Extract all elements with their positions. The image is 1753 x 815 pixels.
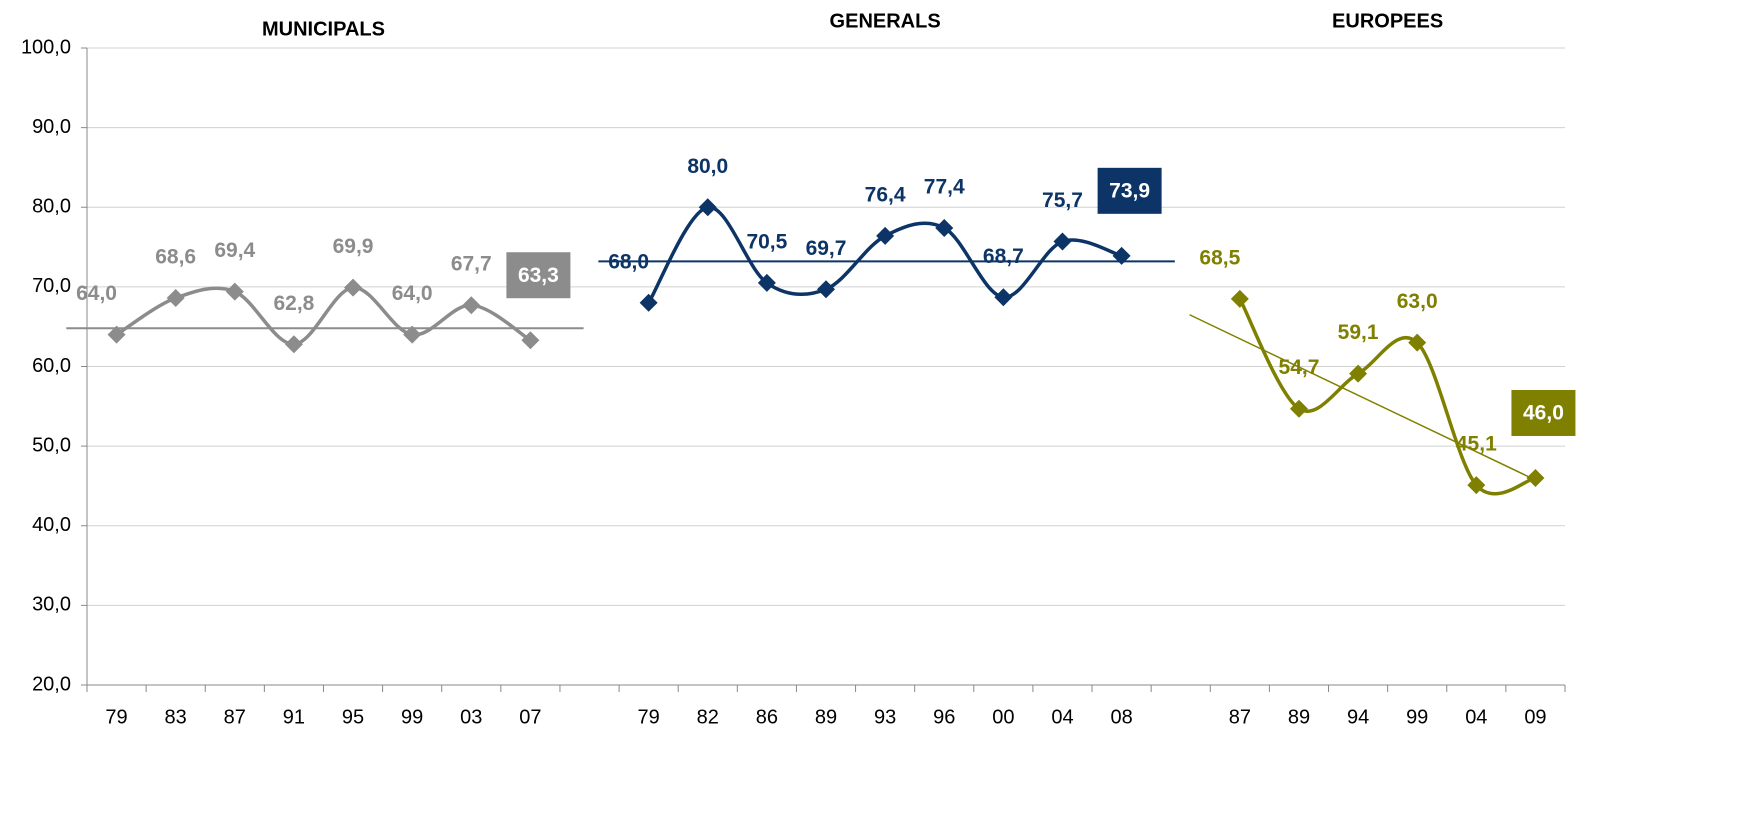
y-tick-label: 60,0 [32,355,71,377]
marker [1230,289,1249,308]
x-tick-label: 79 [638,706,660,728]
x-tick-label: 04 [1051,706,1073,728]
y-tick-label: 20,0 [32,673,71,695]
x-tick-label: 87 [224,706,246,728]
y-tick-label: 40,0 [32,514,71,536]
label-box [1511,389,1576,436]
marker [284,335,303,354]
data-label: 45,1 [1456,433,1497,456]
y-tick-label: 50,0 [32,434,71,456]
marker [639,293,658,312]
y-tick-label: 100,0 [21,36,71,58]
marker [521,331,540,350]
data-label: 73,9 [1109,179,1150,202]
data-label: 68,5 [1199,246,1240,269]
marker [107,325,126,344]
marker [757,273,776,292]
x-tick-label: 83 [165,706,187,728]
x-tick-label: 95 [342,706,364,728]
x-tick-label: 87 [1229,706,1251,728]
marker [1408,333,1427,352]
series-line [1238,297,1536,496]
data-label: 69,7 [806,237,847,260]
marker [935,218,954,237]
marker [817,280,835,299]
y-tick-label: 30,0 [32,594,71,616]
marker [462,296,481,315]
data-label: 80,0 [687,155,728,178]
marker [994,288,1013,307]
marker [403,325,422,344]
x-tick-label: 00 [992,706,1014,728]
data-label: 63,3 [518,264,559,287]
marker [698,198,717,217]
group-title: GENERALS [830,10,941,32]
data-label: 54,7 [1279,356,1320,379]
x-tick-label: 86 [756,706,778,728]
x-tick-label: 82 [697,706,719,728]
marker [1467,476,1486,495]
x-tick-label: 79 [105,706,127,728]
x-tick-label: 07 [519,706,541,728]
x-tick-label: 99 [401,706,423,728]
data-label: 69,9 [333,235,374,258]
label-box [506,252,571,299]
x-tick-label: 94 [1347,706,1369,728]
y-tick-label: 70,0 [32,275,71,297]
data-label: 64,0 [392,282,433,305]
data-label: 77,4 [924,175,965,198]
x-tick-label: 96 [933,706,955,728]
x-tick-label: 89 [1288,706,1310,728]
x-tick-label: 99 [1406,706,1428,728]
data-label: 76,4 [865,183,906,206]
label-box [1097,167,1162,214]
data-label: 68,0 [608,250,649,273]
data-label: 62,8 [273,292,314,315]
marker [876,226,895,245]
marker [1289,399,1308,418]
marker [1112,246,1131,265]
data-label: 46,0 [1523,402,1564,425]
data-label: 68,6 [155,246,196,269]
y-tick-label: 80,0 [32,196,71,218]
data-label: 67,7 [451,253,492,276]
data-label: 75,7 [1042,189,1083,212]
marker [1053,232,1072,251]
x-tick-label: 09 [1524,706,1546,728]
data-label: 70,5 [746,230,787,253]
marker [166,289,185,308]
y-tick-label: 90,0 [32,116,71,138]
trend-line [1189,314,1530,478]
marker [225,282,244,301]
data-label: 64,0 [76,282,117,305]
data-label: 63,0 [1397,290,1438,313]
marker [344,278,363,297]
x-tick-label: 93 [874,706,896,728]
data-label: 69,4 [214,239,255,262]
group-title: MUNICIPALS [262,18,385,40]
x-tick-label: 04 [1465,706,1487,728]
data-label: 59,1 [1338,321,1379,344]
x-tick-label: 08 [1110,706,1132,728]
series-line [647,205,1123,304]
marker [1349,364,1368,383]
data-label: 68,7 [983,245,1024,268]
marker [1526,468,1545,487]
x-tick-label: 91 [283,706,305,728]
x-tick-label: 89 [815,706,837,728]
group-title: EUROPEES [1332,10,1443,32]
x-tick-label: 03 [460,706,482,728]
